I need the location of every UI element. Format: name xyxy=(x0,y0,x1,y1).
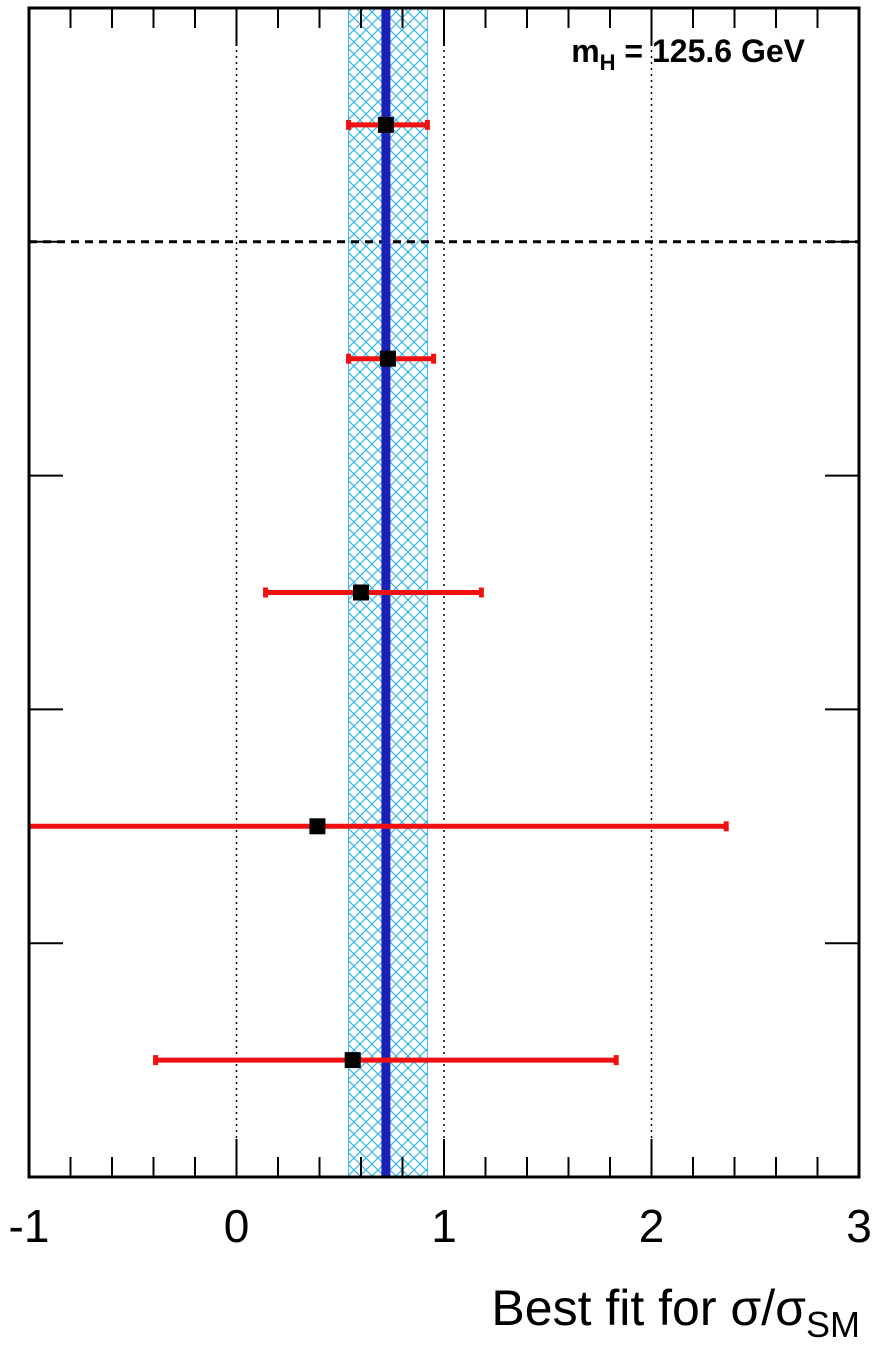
point-marker xyxy=(353,584,369,601)
x-axis-title-sub: SM xyxy=(806,1304,860,1345)
annotation-rest: = 125.6 GeV xyxy=(616,33,806,69)
point-marker xyxy=(309,818,326,835)
x-tick-label: 2 xyxy=(639,1200,665,1252)
data-point-2 xyxy=(346,350,437,367)
point-marker xyxy=(379,350,396,367)
annotation-sub: H xyxy=(600,50,616,75)
annotation-main: m xyxy=(571,33,599,69)
data-points xyxy=(29,116,729,1069)
x-tick-label: 3 xyxy=(846,1200,872,1252)
x-axis-title: Best fit for σ/σSM xyxy=(491,1280,860,1345)
x-tick-label: 1 xyxy=(431,1200,457,1252)
data-point-5 xyxy=(153,1052,619,1069)
data-point-4 xyxy=(29,818,729,835)
point-marker xyxy=(344,1052,361,1069)
x-tick-label: 0 xyxy=(224,1200,250,1252)
x-tick-label: -1 xyxy=(9,1200,50,1252)
axis-ticks xyxy=(28,8,860,1177)
data-point-3 xyxy=(263,584,484,601)
point-marker xyxy=(377,116,394,133)
x-tick-labels: -1 0 1 2 3 xyxy=(9,1200,872,1252)
data-point-1 xyxy=(346,116,430,133)
x-axis-title-main: Best fit for σ/σ xyxy=(491,1280,806,1336)
mass-annotation: mH = 125.6 GeV xyxy=(571,33,805,75)
